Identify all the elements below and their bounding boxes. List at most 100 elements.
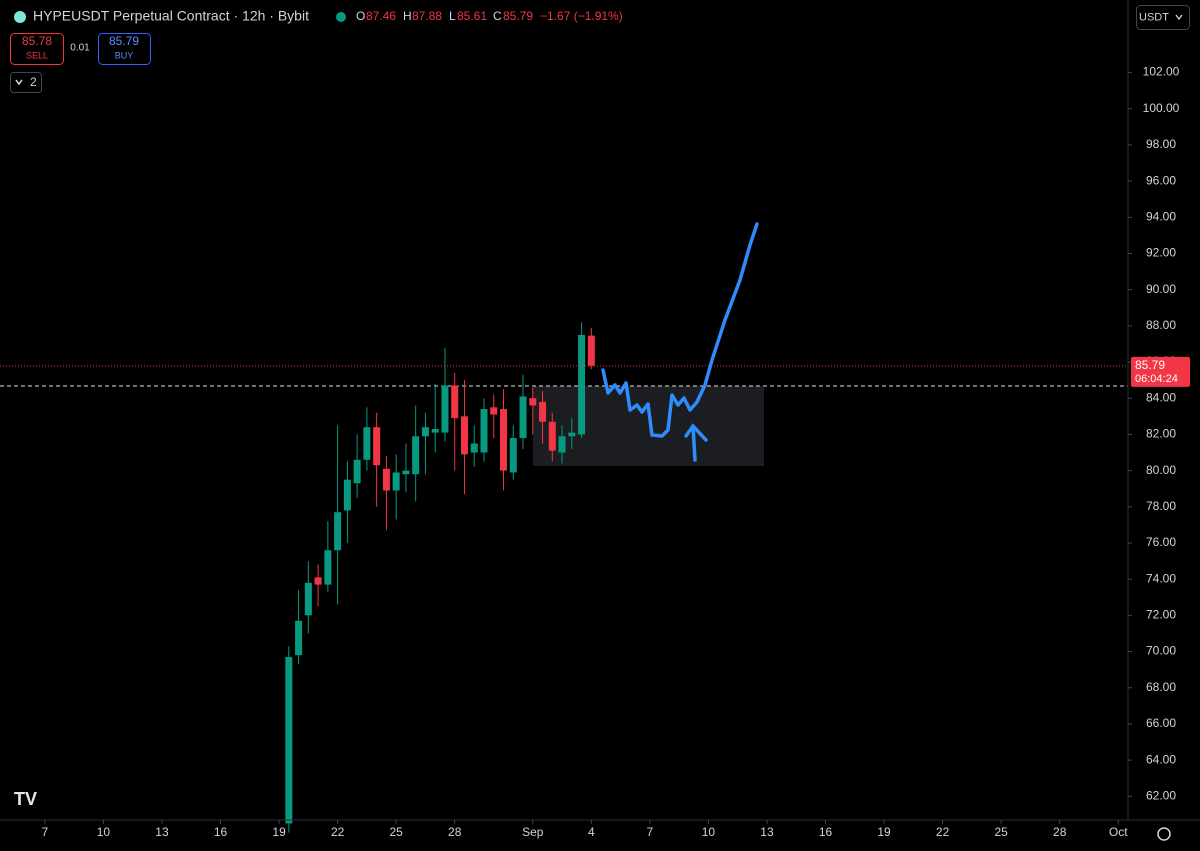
y-tick-label: 74.00 bbox=[1146, 571, 1176, 585]
settings-icon[interactable] bbox=[1157, 827, 1171, 841]
status-dot bbox=[336, 12, 346, 22]
candle-body bbox=[431, 429, 439, 433]
chevron bbox=[15, 79, 23, 86]
candle-body bbox=[353, 459, 361, 484]
indicator-count: 2 bbox=[30, 75, 37, 89]
x-tick-label: 19 bbox=[272, 825, 286, 839]
sell-label: SELL bbox=[26, 50, 48, 60]
plot bbox=[0, 322, 1128, 833]
candle-body bbox=[451, 385, 459, 419]
y-tick-label: 70.00 bbox=[1146, 644, 1176, 658]
y-tick-label: 88.00 bbox=[1146, 318, 1176, 332]
candle-body bbox=[382, 468, 390, 491]
candle-body bbox=[578, 334, 586, 435]
zone-box bbox=[533, 386, 764, 466]
buy-label: BUY bbox=[115, 50, 134, 60]
candle-body bbox=[304, 582, 312, 616]
y-tick-label: 66.00 bbox=[1146, 716, 1176, 730]
x-tick-label: 25 bbox=[994, 825, 1008, 839]
symbol-title: HYPEUSDT Perpetual Contract · 12h · Bybi… bbox=[33, 8, 309, 24]
buy-button[interactable] bbox=[98, 33, 151, 65]
candle-body bbox=[548, 421, 556, 451]
ohlc-label: L bbox=[449, 9, 456, 23]
candle-body bbox=[421, 427, 429, 437]
sell-button[interactable] bbox=[10, 33, 64, 65]
candle-body bbox=[519, 396, 527, 439]
candle-body bbox=[568, 432, 576, 437]
candle-body bbox=[295, 620, 303, 656]
currency: USDT bbox=[1139, 11, 1169, 23]
price-tag-value: 85.79 bbox=[1135, 358, 1165, 372]
ohlc-value: 85.79 bbox=[503, 9, 533, 23]
candle-body bbox=[470, 443, 478, 453]
candle-body bbox=[314, 577, 322, 585]
symbol-logo bbox=[14, 11, 26, 23]
y-tick-label: 82.00 bbox=[1146, 427, 1176, 441]
x-tick-label: 25 bbox=[389, 825, 403, 839]
x-tick-label: 4 bbox=[588, 825, 595, 839]
y-tick-label: 92.00 bbox=[1146, 246, 1176, 260]
sell-price: 85.78 bbox=[22, 34, 52, 48]
candle-body bbox=[285, 656, 293, 824]
x-axis: 7 10 13 16 19 22 25 28 Sep 4 7 10 13 16 19 22 25 28 Oct bbox=[42, 820, 1128, 839]
candle-body bbox=[460, 416, 468, 455]
chevron bbox=[1175, 14, 1183, 21]
x-tick-label: Oct bbox=[1109, 825, 1128, 839]
x-tick-label: 10 bbox=[702, 825, 716, 839]
y-tick-label: 80.00 bbox=[1146, 463, 1176, 477]
ohlc-label: C bbox=[493, 9, 502, 23]
candle-body bbox=[441, 385, 449, 433]
ohlc-value: 87.46 bbox=[366, 9, 396, 23]
x-tick-label: 13 bbox=[760, 825, 774, 839]
candle-body bbox=[500, 409, 508, 471]
candle-body bbox=[490, 407, 498, 415]
candle-body bbox=[402, 470, 410, 475]
ohlc-value: 85.61 bbox=[457, 9, 487, 23]
candle-body bbox=[324, 550, 332, 585]
countdown: 06:04:24 bbox=[1135, 373, 1178, 385]
change: −1.67 (−1.91%) bbox=[540, 9, 623, 23]
y-tick-label: 98.00 bbox=[1146, 137, 1176, 151]
x-tick-label: 7 bbox=[647, 825, 654, 839]
candle-body bbox=[587, 335, 595, 366]
y-tick-label: 62.00 bbox=[1146, 788, 1176, 802]
tv-logo: TV bbox=[14, 789, 37, 809]
candle-body bbox=[343, 479, 351, 511]
x-tick-label: 28 bbox=[1053, 825, 1067, 839]
y-tick-label: 78.00 bbox=[1146, 499, 1176, 513]
currency-button[interactable] bbox=[1136, 5, 1190, 30]
x-tick-label: 22 bbox=[936, 825, 950, 839]
x-tick-label: Sep bbox=[522, 825, 544, 839]
y-axis: 62.00 64.00 66.00 68.00 70.00 72.00 74.00 76.00… bbox=[1128, 65, 1190, 802]
candle-body bbox=[373, 427, 381, 466]
candle-body bbox=[529, 398, 537, 406]
candle-body bbox=[392, 472, 400, 491]
indicators-toggle[interactable] bbox=[10, 72, 42, 93]
x-tick-label: 7 bbox=[42, 825, 49, 839]
candle-body bbox=[509, 438, 517, 473]
ohlc-value: 87.88 bbox=[412, 9, 442, 23]
y-tick-label: 68.00 bbox=[1146, 680, 1176, 694]
candle-body bbox=[412, 436, 420, 475]
x-tick-label: 13 bbox=[155, 825, 169, 839]
drawing-path bbox=[601, 222, 759, 438]
candle-body bbox=[539, 401, 547, 422]
candle-body bbox=[558, 436, 566, 453]
y-tick-label: 72.00 bbox=[1146, 608, 1176, 622]
ohlc-label: O bbox=[356, 9, 365, 23]
drawing-arrow bbox=[684, 423, 708, 462]
x-tick-label: 16 bbox=[819, 825, 833, 839]
y-tick-label: 84.00 bbox=[1146, 390, 1176, 404]
price-tag bbox=[1131, 356, 1190, 387]
spread: 0.01 bbox=[70, 43, 90, 54]
y-tick-label: 94.00 bbox=[1146, 209, 1176, 223]
candle-body bbox=[334, 512, 342, 551]
candle-body bbox=[480, 409, 488, 453]
y-tick-label: 90.00 bbox=[1146, 282, 1176, 296]
x-tick-label: 22 bbox=[331, 825, 345, 839]
y-tick-label: 100.00 bbox=[1143, 101, 1180, 115]
x-tick-label: 10 bbox=[97, 825, 111, 839]
ohlc-label: H bbox=[403, 9, 412, 23]
x-tick-label: 16 bbox=[214, 825, 228, 839]
